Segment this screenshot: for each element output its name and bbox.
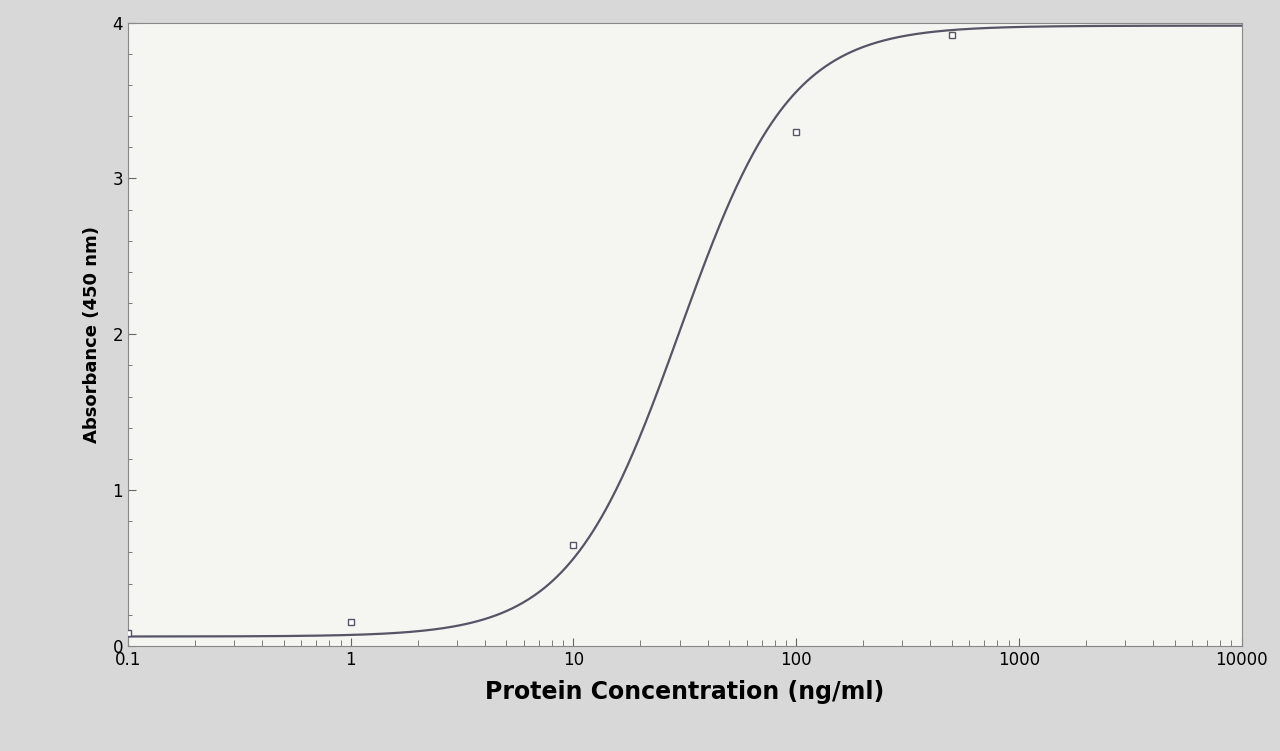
X-axis label: Protein Concentration (ng/ml): Protein Concentration (ng/ml) bbox=[485, 680, 884, 704]
Y-axis label: Absorbance (450 nm): Absorbance (450 nm) bbox=[83, 226, 101, 442]
